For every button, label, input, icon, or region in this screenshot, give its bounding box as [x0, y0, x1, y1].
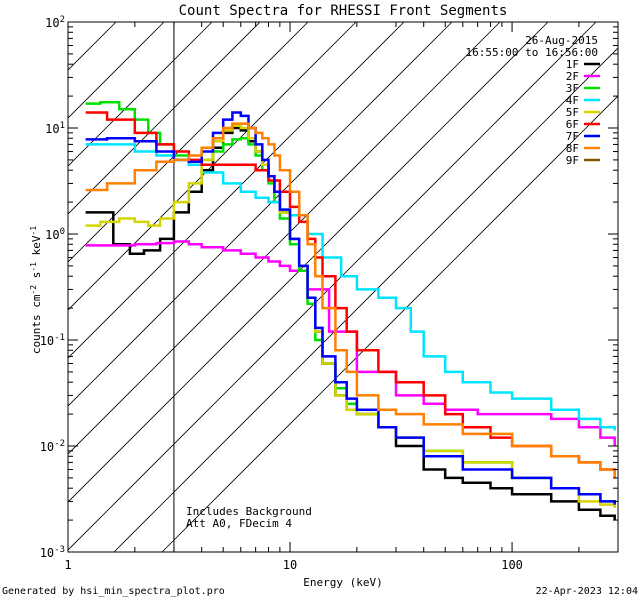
- series-4F: [85, 143, 616, 431]
- hatch-line: [68, 22, 549, 503]
- annotation-attenuator: Att A0, FDecim 4: [186, 517, 292, 530]
- legend-label-4F: 4F: [566, 94, 579, 107]
- legend-label-2F: 2F: [566, 70, 579, 83]
- annotation-background: Includes Background: [186, 505, 312, 518]
- y-tick-label: 10-1: [40, 333, 65, 348]
- hatch-line: [68, 22, 501, 455]
- x-tick-label: 1: [64, 558, 71, 572]
- legend-label-7F: 7F: [566, 130, 579, 143]
- date-label: 26-Aug-2015: [525, 34, 598, 47]
- y-tick-label: 10-3: [40, 545, 65, 560]
- series-7F: [85, 111, 616, 505]
- hatch-line: [113, 47, 618, 552]
- footer-timestamp: 22-Apr-2023 12:04: [535, 586, 638, 597]
- excluded-energy-region: [68, 22, 618, 552]
- x-tick-label: 100: [501, 558, 523, 572]
- series-layer: [85, 100, 616, 521]
- hatch-line: [68, 22, 453, 407]
- plot-frame: [67, 21, 619, 553]
- legend-label-8F: 8F: [566, 142, 579, 155]
- chart-title: Count Spectra for RHESSI Front Segments: [179, 3, 508, 19]
- legend-label-3F: 3F: [566, 82, 579, 95]
- hatch-line: [68, 22, 597, 551]
- hatch-line: [161, 95, 618, 552]
- x-axis-label: Energy (keV): [303, 576, 382, 589]
- footer-generated-by: Generated by hsi_min_spectra_plot.pro: [2, 586, 225, 597]
- x-tick-label: 10: [283, 558, 297, 572]
- y-tick-label: 102: [45, 15, 65, 30]
- hatch-line: [68, 22, 309, 263]
- axis-ticks: [67, 21, 619, 553]
- legend-label-5F: 5F: [566, 106, 579, 119]
- hatch-line: [68, 22, 357, 311]
- time-range-label: 16:55:00 to 16:56:00: [466, 46, 598, 59]
- legend-label-1F: 1F: [566, 58, 579, 71]
- hatch-line: [68, 22, 405, 359]
- y-tick-label: 101: [45, 121, 65, 136]
- hatch-line: [68, 22, 261, 215]
- series-2F: [85, 240, 616, 446]
- x-tick-labels: 1 10 100: [64, 558, 523, 572]
- y-tick-label: 100: [45, 227, 65, 242]
- y-tick-label: 10-2: [40, 439, 65, 454]
- y-axis-label: counts cm-2 s-1 keV-1: [29, 226, 43, 354]
- series-8F: [85, 122, 616, 478]
- y-tick-labels: 10-3 10-2 10-1 100 101 102: [40, 15, 65, 560]
- svg-text:counts cm-2 s-1 keV-1: counts cm-2 s-1 keV-1: [29, 226, 43, 354]
- legend-label-9F: 9F: [566, 154, 579, 167]
- legend-label-6F: 6F: [566, 118, 579, 131]
- hatch-line: [68, 22, 165, 119]
